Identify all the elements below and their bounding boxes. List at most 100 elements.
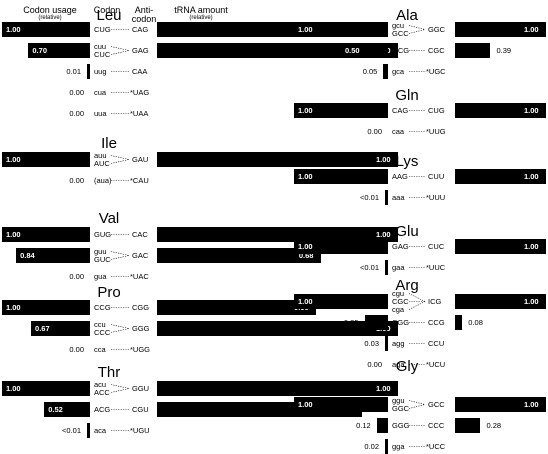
thr-codon: aca bbox=[94, 425, 107, 435]
leu-title: Leu bbox=[96, 7, 122, 24]
lys-anticodon: *UUU bbox=[426, 192, 446, 202]
arg-codon-link bbox=[408, 293, 426, 302]
lys-usage-label: <0.01 bbox=[360, 193, 379, 202]
leu-anticodon: CAG bbox=[132, 24, 149, 34]
arg-trna-bar bbox=[455, 315, 463, 330]
ile-anticodon: *CAU bbox=[130, 175, 149, 185]
ala-codon-link bbox=[408, 29, 426, 34]
ala-codon: gcu bbox=[392, 20, 405, 30]
thr-anticodon: CGU bbox=[132, 404, 149, 414]
val-usage-bar bbox=[16, 248, 90, 263]
leu-usage-label: 1.00 bbox=[6, 25, 21, 34]
pro-usage-bar bbox=[31, 321, 90, 336]
ala-anticodon: *UGC bbox=[426, 66, 446, 76]
thr-codon-link bbox=[110, 388, 130, 393]
gly-usage-label: 1.00 bbox=[298, 400, 313, 409]
lys-title: Lys bbox=[395, 153, 419, 170]
thr-usage-bar bbox=[44, 402, 90, 417]
val-codon-link bbox=[110, 255, 130, 260]
ala-usage-bar bbox=[341, 43, 388, 58]
val-anticodon: *UAC bbox=[130, 271, 149, 281]
ile-codon: auu bbox=[94, 150, 107, 160]
gly-usage-label: 0.02 bbox=[364, 442, 379, 451]
thr-trna-label: 1.00 bbox=[376, 384, 391, 393]
glu-usage-label: 1.00 bbox=[298, 242, 313, 251]
gly-codon: GGC bbox=[392, 403, 410, 413]
thr-codon: ACC bbox=[94, 387, 110, 397]
thr-usage-label: 0.52 bbox=[48, 405, 63, 414]
val-trna-bar bbox=[157, 227, 398, 242]
leu-anticodon: *UAA bbox=[130, 108, 149, 118]
arg-usage-label: 0.00 bbox=[367, 360, 382, 369]
val-codon: guu bbox=[94, 246, 107, 256]
gln-usage-label: 0.00 bbox=[367, 127, 382, 136]
lys-usage-label: 1.00 bbox=[298, 172, 313, 181]
leu-codon: uua bbox=[94, 108, 107, 118]
arg-anticodon: CCG bbox=[428, 317, 445, 327]
arg-codon: CGC bbox=[392, 296, 409, 306]
val-title: Val bbox=[98, 210, 120, 227]
thr-usage-label: 1.00 bbox=[6, 384, 21, 393]
thr-title: Thr bbox=[97, 364, 121, 381]
lys-usage-bar bbox=[385, 190, 388, 205]
gln-usage-bar bbox=[294, 103, 388, 118]
arg-codon: cgu bbox=[392, 288, 405, 298]
arg-usage-bar bbox=[364, 315, 388, 330]
arg-trna-label: 0.08 bbox=[468, 318, 483, 327]
arg-codon: CGG bbox=[392, 317, 410, 327]
thr-codon-link bbox=[110, 384, 130, 389]
gly-title: Gly bbox=[395, 358, 419, 375]
lys-trna-bar bbox=[455, 169, 546, 184]
gln-anticodon: *UUG bbox=[426, 126, 446, 136]
gly-usage-bar bbox=[385, 439, 388, 454]
ile-trna-bar bbox=[157, 152, 398, 167]
ala-usage-label: 0.50 bbox=[345, 46, 360, 55]
leu-codon: CUC bbox=[94, 49, 111, 59]
leu-usage-label: 0.00 bbox=[69, 88, 84, 97]
ala-codon: gca bbox=[392, 66, 405, 76]
ala-codon: GCG bbox=[392, 45, 410, 55]
val-codon-link bbox=[110, 251, 130, 256]
gln-codon: caa bbox=[392, 126, 405, 136]
pro-anticodon: GGG bbox=[132, 323, 150, 333]
pro-title: Pro bbox=[97, 284, 121, 301]
arg-title: Arg bbox=[395, 277, 419, 294]
anticodon-header: Anti-codon bbox=[131, 5, 157, 24]
leu-usage-label: 0.01 bbox=[66, 67, 81, 76]
arg-anticodon: CCU bbox=[428, 338, 445, 348]
arg-codon-link bbox=[408, 301, 426, 310]
glu-usage-label: <0.01 bbox=[360, 263, 379, 272]
gly-trna-label: 1.00 bbox=[524, 400, 539, 409]
trna-header-label: tRNA amount bbox=[174, 5, 228, 15]
trna-header-sub: (relative) bbox=[189, 15, 213, 21]
arg-codon: cga bbox=[392, 304, 405, 314]
leu-codon: cuu bbox=[94, 41, 107, 51]
leu-usage-label: 0.70 bbox=[32, 46, 47, 55]
val-usage-label: 0.84 bbox=[20, 251, 35, 260]
pro-codon: CCC bbox=[94, 327, 111, 337]
val-usage-bar bbox=[2, 227, 90, 242]
val-trna-label: 0.68 bbox=[298, 251, 314, 260]
val-usage-label: 1.00 bbox=[6, 230, 21, 239]
gly-codon: gga bbox=[392, 441, 405, 451]
arg-codon: agg bbox=[392, 338, 405, 348]
val-trna-label: 1.00 bbox=[376, 230, 391, 239]
pro-trna-bar bbox=[157, 300, 317, 315]
glu-anticodon: *UUC bbox=[426, 262, 446, 272]
gly-usage-bar bbox=[294, 397, 388, 412]
glu-title: Glu bbox=[395, 223, 419, 240]
lys-codon: AAG bbox=[392, 171, 408, 181]
val-codon: GUC bbox=[94, 254, 111, 264]
gly-trna-label: 0.28 bbox=[486, 421, 502, 430]
gly-anticodon: *UCC bbox=[426, 441, 446, 451]
glu-trna-label: 1.00 bbox=[524, 242, 539, 251]
thr-usage-label: <0.01 bbox=[62, 426, 81, 435]
arg-trna-bar bbox=[455, 294, 546, 309]
ala-anticodon: GGC bbox=[428, 24, 446, 34]
ile-anticodon: GAU bbox=[132, 154, 149, 164]
ala-title: Ala bbox=[396, 7, 418, 24]
lys-anticodon: CUU bbox=[428, 171, 445, 181]
ile-codon: (aua) bbox=[94, 175, 112, 185]
ile-usage-bar bbox=[2, 152, 90, 167]
val-trna-bar bbox=[157, 248, 321, 263]
